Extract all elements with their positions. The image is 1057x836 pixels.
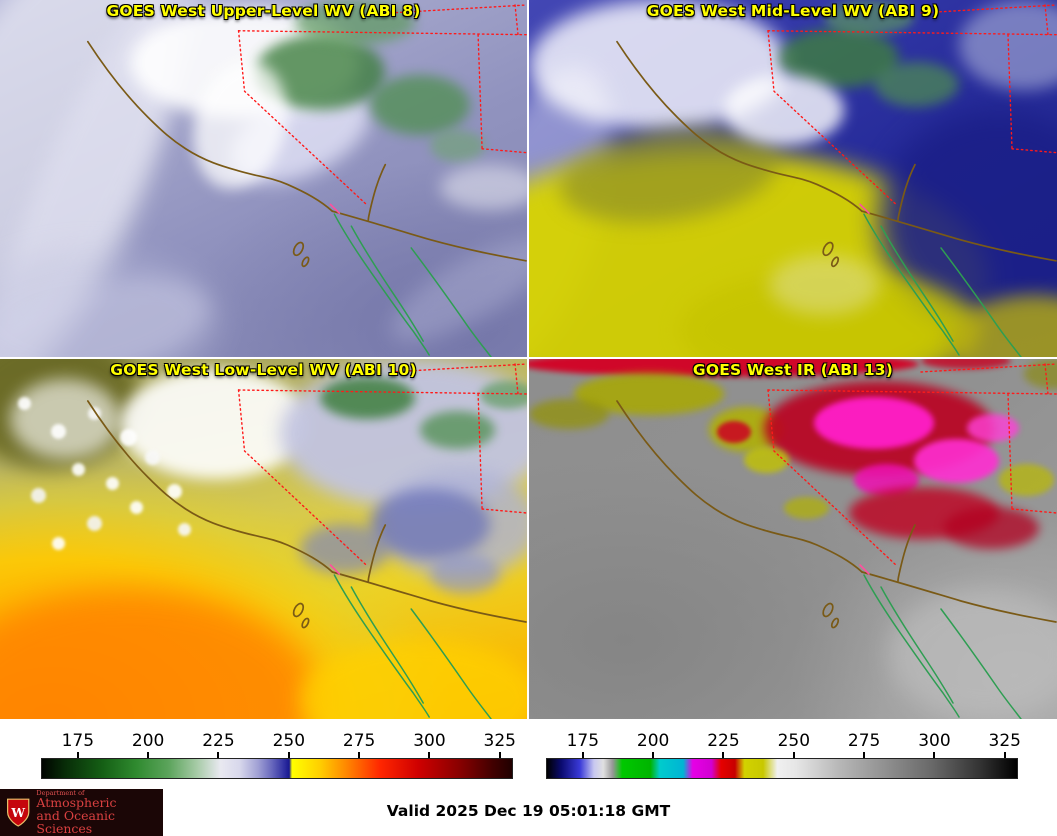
- texture-blob: [10, 379, 120, 459]
- uw-crest-icon: W: [7, 798, 30, 827]
- colorbar-tick-mark: [358, 752, 361, 758]
- satellite-image-abi13: [529, 359, 1057, 719]
- colorbar-tick-mark: [581, 752, 584, 758]
- colorbar-tick-label: 250: [777, 731, 811, 751]
- colorbar-tick-label: 175: [566, 731, 600, 751]
- panel-title-abi9: GOES West Mid-Level WV (ABI 9): [646, 2, 940, 20]
- texture-blob: [717, 421, 751, 443]
- texture-blob: [921, 359, 1011, 369]
- colorbar-tick-label: 300: [918, 731, 951, 751]
- ir-colorbar: [546, 758, 1018, 779]
- ir-colorbar-group: 175 200 225 250 275 300 325: [546, 728, 1022, 789]
- map-overlay: [616, 363, 1057, 719]
- panel-title-abi13: GOES West IR (ABI 13): [692, 361, 894, 379]
- satellite-quad-grid: GOES West Upper-Level WV (ABI 8) GOES We…: [0, 0, 1057, 719]
- texture-blob: [295, 0, 415, 45]
- panel-mid-level-wv: GOES West Mid-Level WV (ABI 9): [529, 0, 1057, 357]
- map-overlay: [86, 4, 527, 357]
- logo-line-2: and Oceanic Sciences: [36, 808, 116, 836]
- colorbar-tick-mark: [933, 752, 936, 758]
- footer: W Department of Atmospheric and Oceanic …: [0, 789, 1057, 836]
- colorbar-tick-mark: [1003, 752, 1006, 758]
- panel-title-abi8: GOES West Upper-Level WV (ABI 8): [106, 2, 421, 20]
- colorbar-tick-label: 275: [342, 731, 376, 751]
- texture-blob: [480, 381, 527, 409]
- valid-time-label: Valid 2025 Dec 19 05:01:18 GMT: [386, 802, 671, 820]
- colorbar-tick-label: 175: [61, 731, 95, 751]
- texture-blob: [420, 411, 495, 449]
- satellite-image-abi8: [0, 0, 527, 357]
- texture-blob: [370, 75, 470, 135]
- crest-letter: W: [10, 806, 25, 820]
- texture-blob: [967, 414, 1019, 442]
- colorbar-tick-label: 200: [636, 731, 670, 751]
- wv-colorbar-group: 175 200 225 250 275 300 325: [41, 728, 517, 789]
- colorbar-tick-label: 250: [272, 731, 306, 751]
- colorbar-tick-mark: [147, 752, 150, 758]
- colorbar-tick-mark: [428, 752, 431, 758]
- texture-blob: [914, 439, 999, 483]
- colorbar-tick-mark: [498, 752, 501, 758]
- colorbar-tick-label: 200: [131, 731, 165, 751]
- panel-upper-level-wv: GOES West Upper-Level WV (ABI 8): [0, 0, 527, 357]
- map-overlay: [616, 4, 1057, 357]
- colorbar-row: 175 200 225 250 275 300 325 175 200 225 250 275 300…: [0, 719, 1057, 789]
- texture-blob: [300, 524, 390, 574]
- colorbar-tick-mark: [863, 752, 866, 758]
- panel-ir: GOES West IR (ABI 13): [529, 359, 1057, 719]
- colorbar-tick-mark: [287, 752, 290, 758]
- colorbar-tick-label: 275: [847, 731, 881, 751]
- panel-title-abi10: GOES West Low-Level WV (ABI 10): [110, 361, 417, 379]
- texture-blob: [999, 464, 1054, 496]
- uw-aos-logo[interactable]: W Department of Atmospheric and Oceanic …: [0, 789, 163, 836]
- satellite-image-abi10: [0, 359, 527, 719]
- texture-blob: [320, 377, 415, 419]
- map-overlay: [86, 363, 527, 719]
- colorbar-tick-label: 300: [413, 731, 446, 751]
- colorbar-tick-label: 325: [483, 731, 517, 751]
- colorbar-tick-label: 325: [988, 731, 1022, 751]
- logo-text: Department of Atmospheric and Oceanic Sc…: [36, 788, 157, 836]
- colorbar-tick-mark: [792, 752, 795, 758]
- texture-blob: [430, 554, 500, 594]
- texture-blob: [784, 497, 829, 519]
- texture-blob: [944, 507, 1039, 549]
- colorbar-tick-mark: [652, 752, 655, 758]
- texture-blob: [814, 397, 934, 449]
- texture-blob: [120, 369, 310, 479]
- texture-blob: [370, 489, 490, 559]
- texture-blob: [679, 270, 979, 357]
- texture-blob: [18, 397, 31, 410]
- texture-blob: [824, 0, 914, 35]
- colorbar-tick-mark: [722, 752, 725, 758]
- texture-blob: [874, 62, 959, 107]
- wv-colorbar: [41, 758, 513, 779]
- ir-colorbar-tick-labels: 175 200 225 250 275 300 325: [546, 728, 1022, 752]
- panel-low-level-wv: GOES West Low-Level WV (ABI 10): [0, 359, 527, 719]
- texture-blob: [440, 165, 527, 210]
- texture-blob: [430, 130, 485, 162]
- colorbar-tick-mark: [217, 752, 220, 758]
- colorbar-tick-mark: [76, 752, 79, 758]
- wv-colorbar-tick-marks: [41, 752, 513, 758]
- colorbar-tick-label: 225: [707, 731, 740, 751]
- texture-blob: [744, 447, 789, 473]
- satellite-image-abi9: [529, 0, 1057, 357]
- wv-colorbar-tick-labels: 175 200 225 250 275 300 325: [41, 728, 517, 752]
- logo-dept-line: Department of: [36, 788, 85, 797]
- texture-blob: [529, 359, 919, 377]
- texture-blob: [529, 399, 609, 429]
- ir-colorbar-tick-marks: [546, 752, 1018, 758]
- logo-line-1: Atmospheric: [36, 795, 117, 811]
- colorbar-tick-label: 225: [202, 731, 235, 751]
- texture-blob: [724, 75, 844, 145]
- texture-blob: [769, 255, 879, 315]
